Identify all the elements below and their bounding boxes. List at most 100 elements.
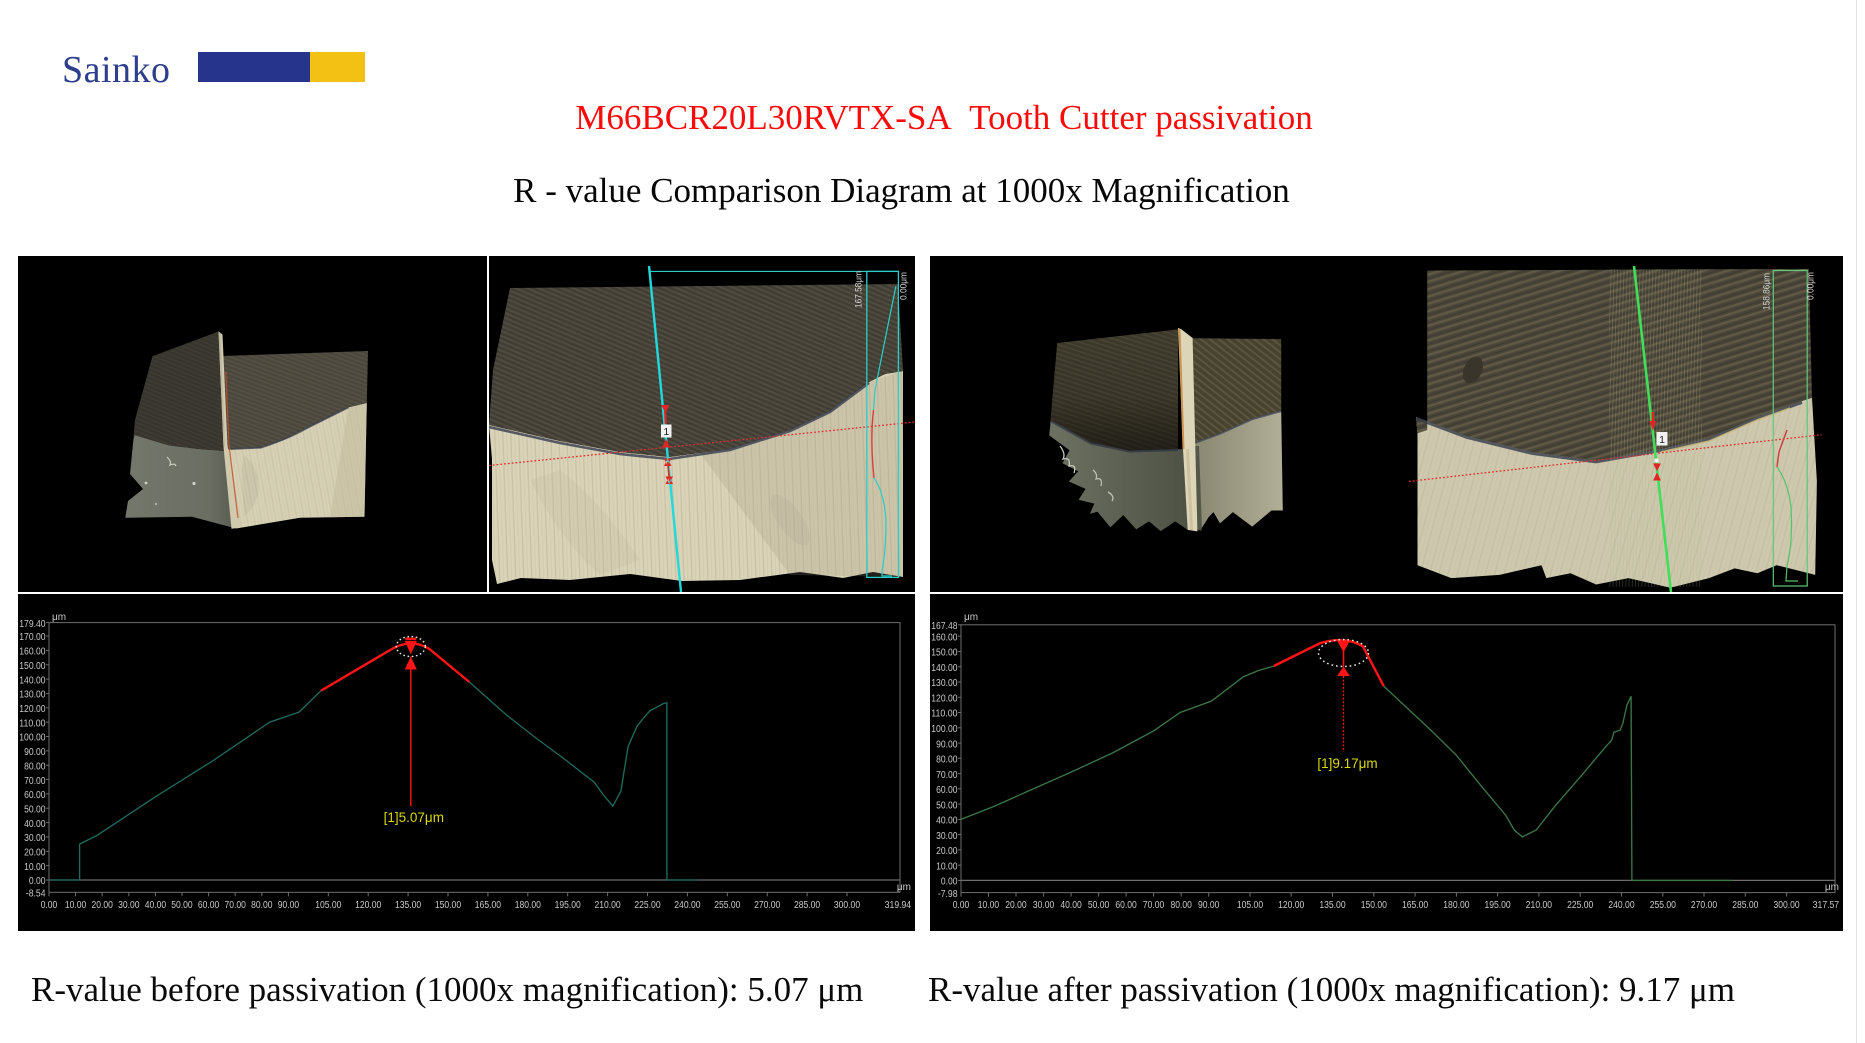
svg-text:μm: μm <box>964 612 978 623</box>
svg-text:0.00μm: 0.00μm <box>1806 272 1817 300</box>
svg-text:225.00: 225.00 <box>1567 900 1594 911</box>
svg-text:μm: μm <box>1825 882 1839 893</box>
svg-text:270.00: 270.00 <box>1691 900 1718 911</box>
svg-text:210.00: 210.00 <box>595 900 622 911</box>
svg-text:167.48: 167.48 <box>931 621 958 632</box>
svg-text:[1]9.17μm: [1]9.17μm <box>1317 756 1377 771</box>
svg-text:1: 1 <box>663 426 669 438</box>
svg-text:179.40: 179.40 <box>19 619 46 630</box>
svg-text:80.00: 80.00 <box>24 761 46 772</box>
svg-text:195.00: 195.00 <box>555 900 582 911</box>
svg-text:100.00: 100.00 <box>19 733 46 744</box>
svg-text:40.00: 40.00 <box>1060 900 1082 911</box>
svg-text:240.00: 240.00 <box>1608 900 1635 911</box>
svg-text:140.00: 140.00 <box>19 675 46 686</box>
svg-text:80.00: 80.00 <box>936 755 958 766</box>
svg-text:319.94: 319.94 <box>885 900 912 911</box>
svg-text:165.00: 165.00 <box>475 900 502 911</box>
svg-text:255.00: 255.00 <box>1650 900 1677 911</box>
svg-text:90.00: 90.00 <box>24 747 46 758</box>
svg-text:20.00: 20.00 <box>936 846 958 857</box>
svg-text:167.58μm: 167.58μm <box>854 271 865 308</box>
svg-text:0.00: 0.00 <box>941 877 958 888</box>
svg-text:300.00: 300.00 <box>1774 900 1801 911</box>
svg-text:-7.98: -7.98 <box>938 889 958 900</box>
svg-text:225.00: 225.00 <box>634 900 661 911</box>
svg-text:255.00: 255.00 <box>714 900 741 911</box>
svg-text:60.00: 60.00 <box>198 900 220 911</box>
svg-text:150.00: 150.00 <box>19 661 46 672</box>
svg-text:90.00: 90.00 <box>1198 900 1220 911</box>
svg-text:0.00: 0.00 <box>41 900 58 911</box>
svg-text:60.00: 60.00 <box>936 785 958 796</box>
svg-text:120.00: 120.00 <box>1278 900 1305 911</box>
svg-text:20.00: 20.00 <box>1005 900 1027 911</box>
svg-text:150.00: 150.00 <box>931 648 958 659</box>
svg-text:285.00: 285.00 <box>1732 900 1759 911</box>
svg-text:140.00: 140.00 <box>931 663 958 674</box>
svg-text:80.00: 80.00 <box>251 900 273 911</box>
svg-text:10.00: 10.00 <box>978 900 1000 911</box>
svg-text:130.00: 130.00 <box>931 678 958 689</box>
svg-text:195.00: 195.00 <box>1485 900 1512 911</box>
svg-text:50.00: 50.00 <box>1088 900 1110 911</box>
svg-text:40.00: 40.00 <box>24 819 46 830</box>
svg-text:90.00: 90.00 <box>936 739 958 750</box>
svg-text:0.00: 0.00 <box>29 876 46 887</box>
svg-text:130.00: 130.00 <box>19 690 46 701</box>
svg-text:150.00: 150.00 <box>1361 900 1388 911</box>
svg-text:105.00: 105.00 <box>1237 900 1264 911</box>
svg-text:50.00: 50.00 <box>171 900 193 911</box>
svg-text:90.00: 90.00 <box>278 900 300 911</box>
svg-text:40.00: 40.00 <box>936 816 958 827</box>
svg-text:50.00: 50.00 <box>24 805 46 816</box>
svg-text:1: 1 <box>1659 434 1665 446</box>
svg-text:160.00: 160.00 <box>931 632 958 643</box>
svg-text:180.00: 180.00 <box>1443 900 1470 911</box>
svg-text:135.00: 135.00 <box>1319 900 1346 911</box>
svg-text:110.00: 110.00 <box>19 718 46 729</box>
svg-text:10.00: 10.00 <box>65 900 87 911</box>
svg-text:30.00: 30.00 <box>1033 900 1055 911</box>
svg-text:135.00: 135.00 <box>395 900 422 911</box>
svg-text:317.57: 317.57 <box>1813 900 1840 911</box>
svg-text:μm: μm <box>897 882 911 893</box>
svg-text:70.00: 70.00 <box>225 900 247 911</box>
svg-text:40.00: 40.00 <box>145 900 167 911</box>
svg-text:30.00: 30.00 <box>936 831 958 842</box>
svg-text:10.00: 10.00 <box>24 862 46 873</box>
svg-text:60.00: 60.00 <box>1115 900 1137 911</box>
svg-text:170.00: 170.00 <box>19 632 46 643</box>
svg-text:150.00: 150.00 <box>435 900 462 911</box>
svg-text:110.00: 110.00 <box>931 709 958 720</box>
svg-text:160.00: 160.00 <box>19 647 46 658</box>
svg-text:240.00: 240.00 <box>674 900 701 911</box>
svg-text:158.86μm: 158.86μm <box>1762 273 1773 310</box>
svg-text:30.00: 30.00 <box>24 833 46 844</box>
svg-text:0.00: 0.00 <box>953 900 970 911</box>
svg-text:180.00: 180.00 <box>515 900 542 911</box>
svg-text:300.00: 300.00 <box>834 900 861 911</box>
svg-text:μm: μm <box>52 612 66 623</box>
svg-text:120.00: 120.00 <box>19 704 46 715</box>
svg-text:70.00: 70.00 <box>1143 900 1165 911</box>
svg-text:70.00: 70.00 <box>24 776 46 787</box>
svg-text:120.00: 120.00 <box>931 694 958 705</box>
svg-text:20.00: 20.00 <box>24 848 46 859</box>
svg-text:80.00: 80.00 <box>1171 900 1193 911</box>
svg-text:70.00: 70.00 <box>936 770 958 781</box>
svg-text:50.00: 50.00 <box>936 800 958 811</box>
svg-text:30.00: 30.00 <box>118 900 140 911</box>
svg-text:165.00: 165.00 <box>1402 900 1429 911</box>
svg-text:0.00μm: 0.00μm <box>899 272 910 300</box>
svg-text:270.00: 270.00 <box>754 900 781 911</box>
svg-text:285.00: 285.00 <box>794 900 821 911</box>
svg-text:20.00: 20.00 <box>92 900 114 911</box>
svg-text:105.00: 105.00 <box>315 900 342 911</box>
svg-text:-8.54: -8.54 <box>26 889 46 900</box>
svg-text:10.00: 10.00 <box>936 861 958 872</box>
svg-text:120.00: 120.00 <box>355 900 382 911</box>
svg-text:100.00: 100.00 <box>931 724 958 735</box>
svg-text:60.00: 60.00 <box>24 790 46 801</box>
svg-text:[1]5.07μm: [1]5.07μm <box>384 810 444 825</box>
